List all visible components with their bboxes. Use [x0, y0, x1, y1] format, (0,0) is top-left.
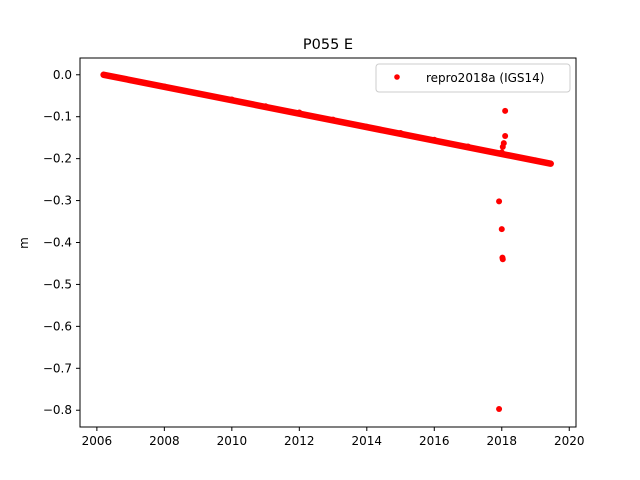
- outlier-point: [496, 405, 503, 412]
- x-tick-label: 2010: [217, 434, 248, 448]
- data-point: [498, 149, 505, 156]
- y-tick-label: −0.6: [43, 319, 72, 333]
- outlier-point: [500, 140, 507, 147]
- y-tick-label: −0.5: [43, 277, 72, 291]
- y-tick-label: −0.8: [43, 403, 72, 417]
- outlier-point: [502, 132, 509, 139]
- data-point: [228, 96, 235, 103]
- x-tick-label: 2006: [82, 434, 113, 448]
- x-tick-label: 2020: [554, 434, 585, 448]
- data-point: [547, 160, 554, 167]
- plot-frame: [79, 57, 577, 428]
- y-tick-label: −0.1: [43, 110, 72, 124]
- legend-label-repro2018a: repro2018a (IGS14): [426, 71, 544, 85]
- data-point: [195, 90, 202, 97]
- y-tick-label: −0.4: [43, 236, 72, 250]
- data-point: [465, 143, 472, 150]
- data-point: [397, 130, 404, 137]
- data-points: [100, 71, 554, 412]
- axis-ticks: 2006 2008 2010 2012 2014 2016 2018 2020 0.0 −0.1 −…: [43, 68, 585, 448]
- series-track: [100, 71, 554, 167]
- data-point: [431, 136, 438, 143]
- data-point: [262, 103, 269, 110]
- data-point: [296, 109, 303, 116]
- x-tick-label: 2016: [419, 434, 450, 448]
- legend-box: [375, 63, 571, 93]
- data-point: [532, 157, 539, 164]
- data-point: [363, 123, 370, 130]
- x-tick-label: 2008: [149, 434, 180, 448]
- y-tick-label: −0.3: [43, 194, 72, 208]
- legend-marker-repro2018a: [394, 74, 400, 80]
- y-tick-label: −0.7: [43, 361, 72, 375]
- chart-title: P055 E: [303, 37, 353, 53]
- outlier-point: [496, 198, 503, 205]
- outlier-point: [502, 107, 509, 114]
- x-tick-label: 2014: [352, 434, 383, 448]
- data-point: [161, 83, 168, 90]
- data-point: [100, 71, 107, 78]
- outlier-point: [498, 226, 505, 233]
- x-tick-label: 2018: [486, 434, 517, 448]
- data-point: [330, 116, 337, 123]
- outlier-point: [499, 256, 506, 263]
- y-axis-label: m: [17, 237, 31, 249]
- legend: repro2018a (IGS14): [375, 63, 571, 93]
- y-tick-label: −0.2: [43, 152, 72, 166]
- x-tick-label: 2012: [284, 434, 315, 448]
- data-point: [127, 77, 134, 84]
- y-tick-label: 0.0: [53, 68, 72, 82]
